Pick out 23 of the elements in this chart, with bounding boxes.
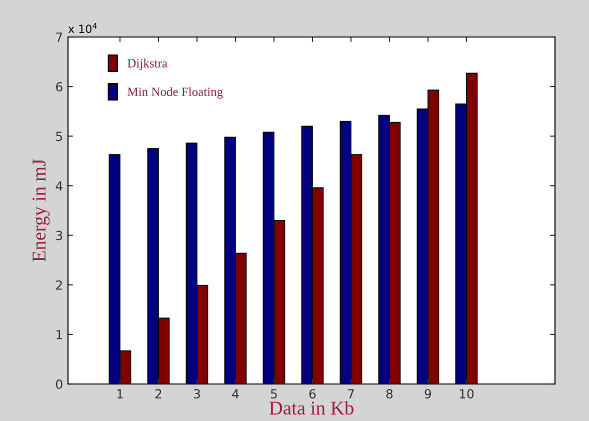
y-tick-label: 3: [56, 230, 62, 240]
x-tick-label: 2: [155, 389, 162, 398]
y-axis-title: Energy in mJ: [32, 159, 50, 262]
text: x 10$^{4}$: [68, 22, 97, 34]
x-tick-label: 6: [309, 389, 316, 399]
y-tick-label: 4: [56, 181, 62, 190]
x-tick-label: 8: [386, 389, 393, 399]
y-tick-label: 2: [56, 280, 62, 290]
y-tick-label: 1: [56, 330, 62, 340]
legend-label: Dijkstra: [128, 58, 168, 70]
x-tick-label: 7: [348, 389, 354, 398]
x-tick-label: 10: [460, 389, 474, 399]
x-tick-label: 3: [194, 389, 200, 399]
y-tick-label: 7: [56, 32, 62, 42]
x-tick-label: 1: [117, 389, 123, 398]
x-tick-label: 9: [424, 389, 432, 399]
y-tick-label: 6: [56, 82, 62, 92]
legend-label: Min Node Floating: [128, 87, 223, 99]
y-tick-label: 5: [56, 132, 62, 142]
x-axis-title: Data in Kb: [269, 400, 354, 415]
x-tick-label: 4: [232, 389, 239, 398]
x-tick-label: 5: [270, 389, 277, 399]
y-tick-label: 0: [56, 379, 62, 389]
